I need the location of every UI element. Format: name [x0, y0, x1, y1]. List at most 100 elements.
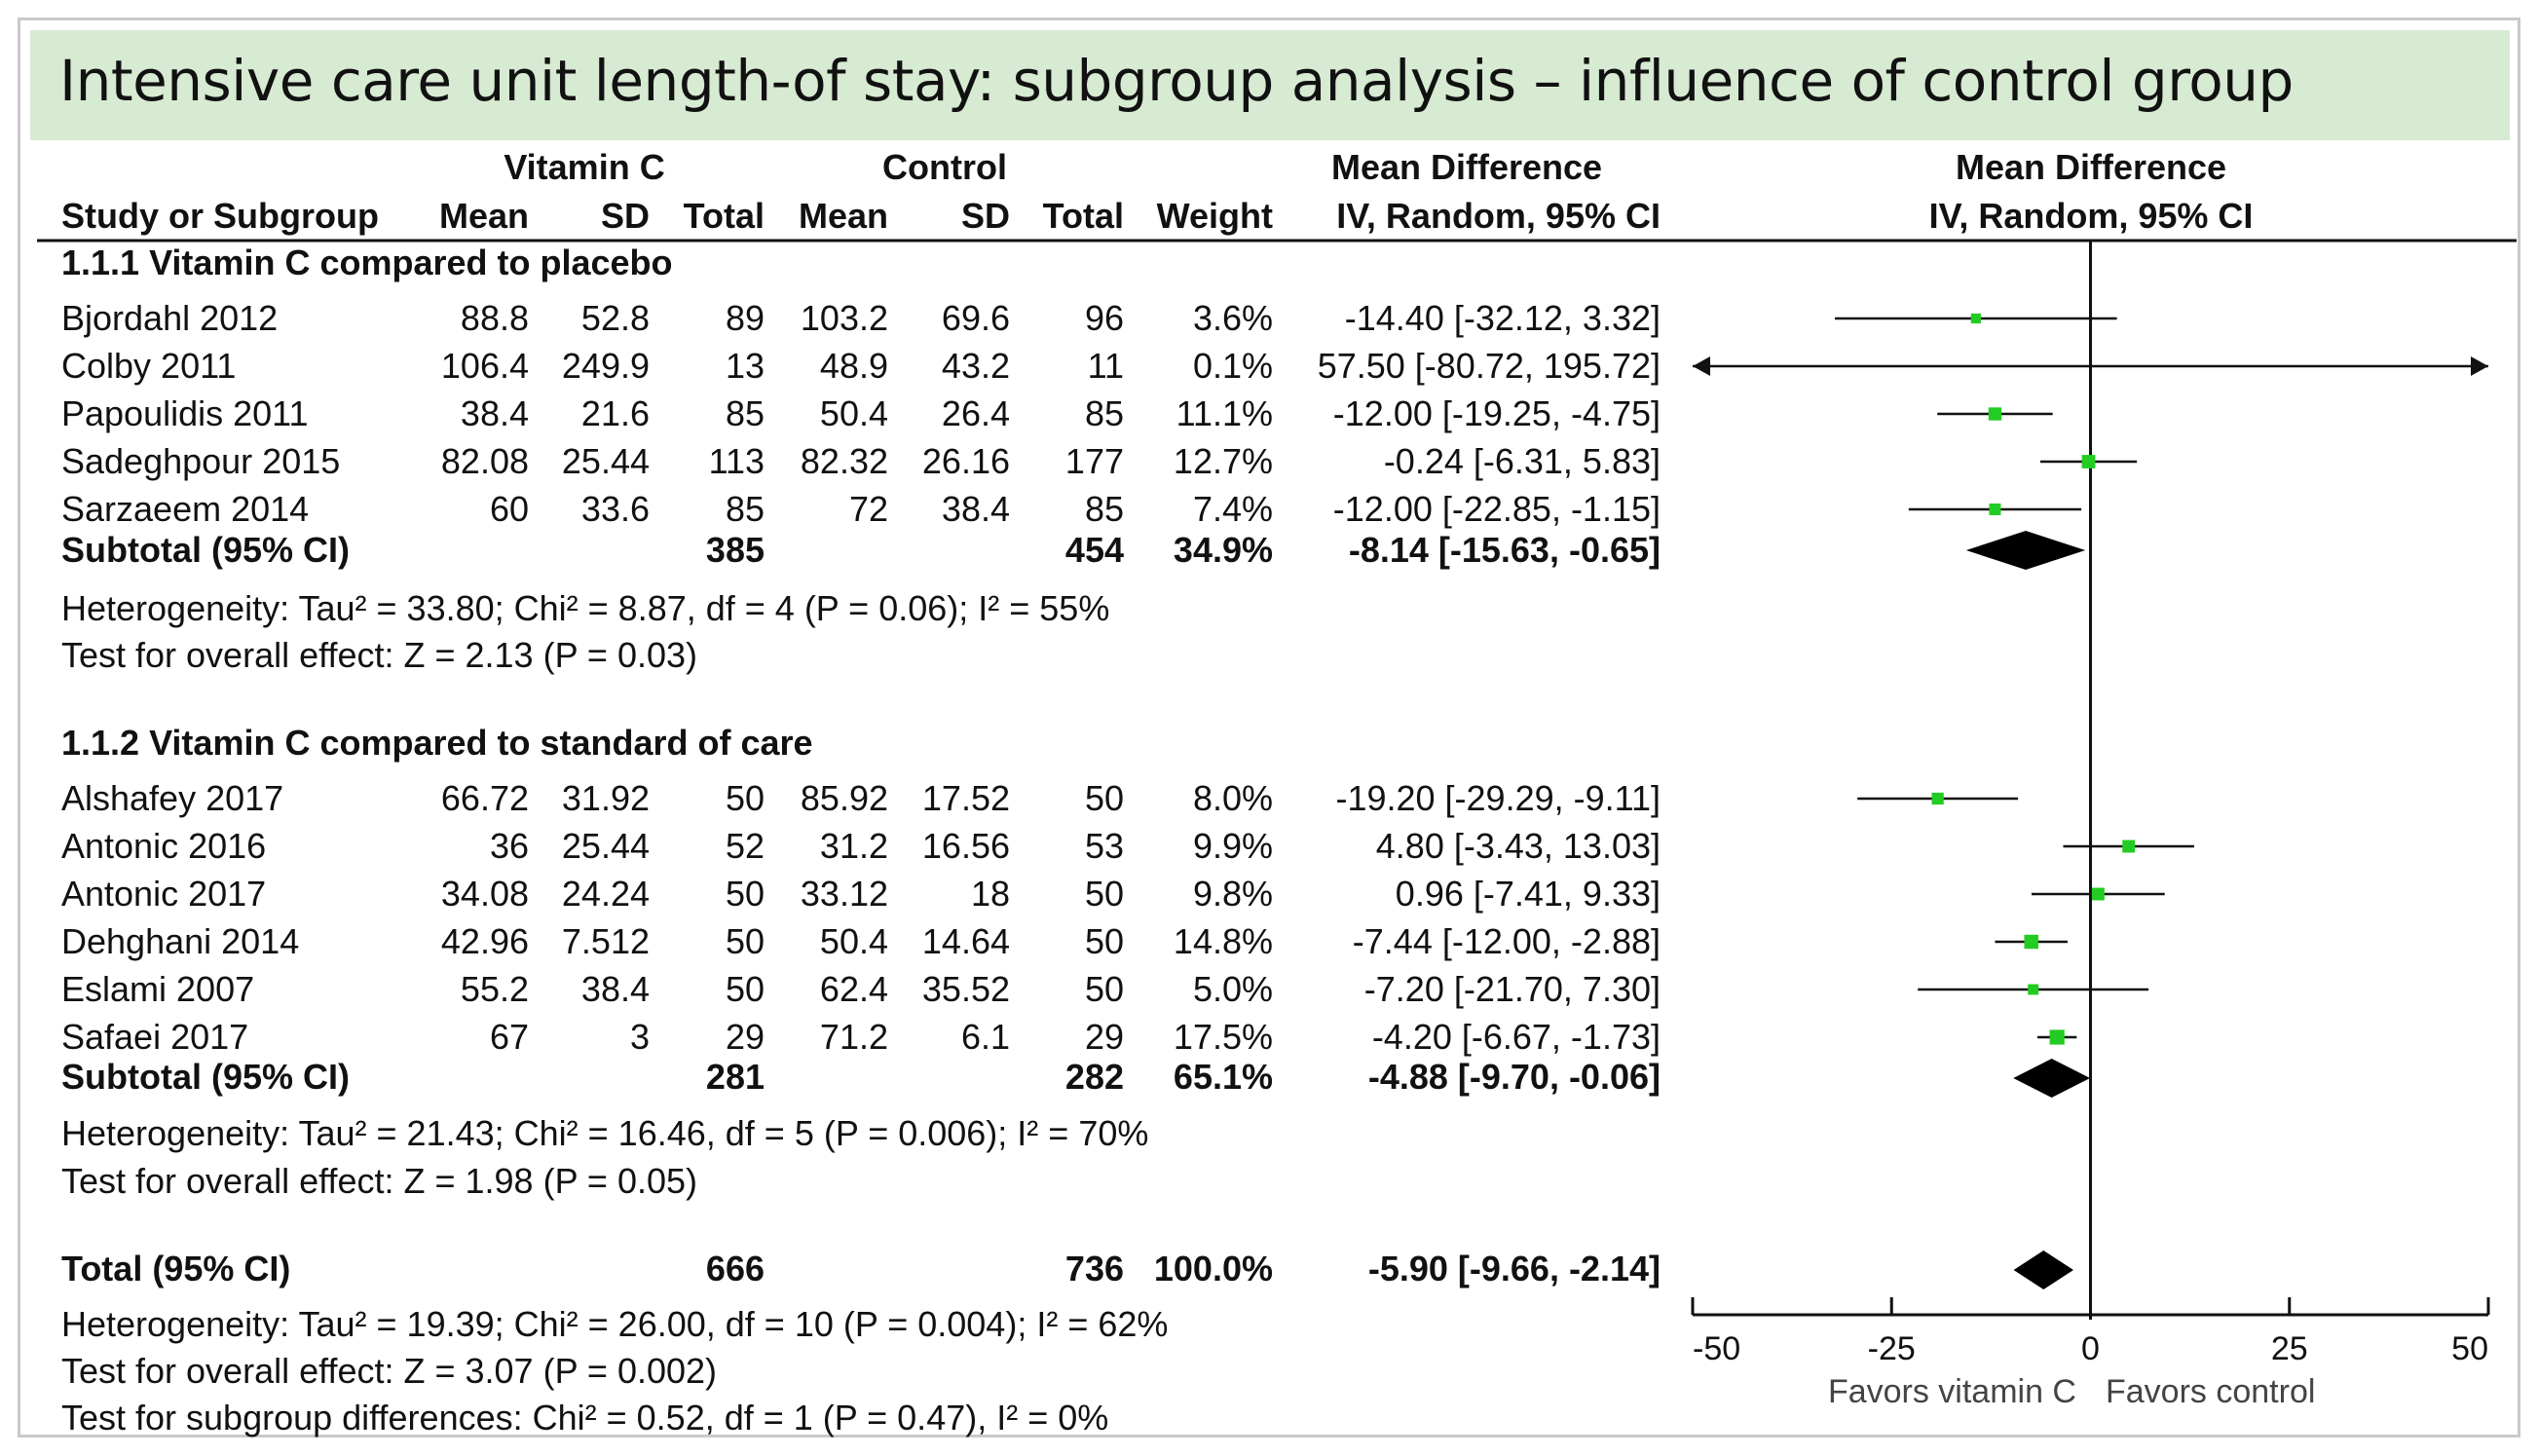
cell-total-control: 29	[1085, 1017, 1124, 1057]
cell-weight: 0.1%	[1193, 346, 1273, 386]
cell-mean-vitc: 66.72	[441, 778, 529, 818]
point-marker	[2028, 984, 2039, 995]
slide-frame	[18, 18, 2520, 1437]
x-tick-label: 50	[2451, 1330, 2488, 1367]
study-name: Sarzaeem 2014	[61, 489, 309, 529]
cell-weight: 7.4%	[1193, 489, 1273, 529]
study-name: Safaei 2017	[61, 1017, 248, 1057]
cell-mean-vitc: 38.4	[461, 393, 529, 433]
header-mean-vitc: Mean	[439, 196, 529, 236]
cell-mean-vitc: 42.96	[441, 921, 529, 961]
forest-chart: -50 -25 0 25 50 Favors vitamin C Favors contro…	[1691, 242, 2490, 1410]
total-weight: 100.0%	[1154, 1249, 1273, 1288]
cell-total-vitc: 85	[726, 489, 765, 529]
cell-sd-control: 16.56	[922, 826, 1010, 866]
favors-right-label: Favors control	[2106, 1373, 2315, 1410]
x-tick-label: -25	[1868, 1330, 1916, 1367]
cell-sd-control: 14.64	[922, 921, 1010, 961]
cell-total-vitc: 85	[726, 393, 765, 433]
cell-total-control: 85	[1085, 393, 1124, 433]
point-marker	[2122, 840, 2136, 853]
cell-mean-control: 62.4	[820, 969, 888, 1009]
point-marker	[2049, 1029, 2065, 1045]
x-tick-label: 0	[2081, 1330, 2100, 1367]
total-ci: -5.90 [-9.66, -2.14]	[1368, 1249, 1661, 1288]
study-name: Dehghani 2014	[61, 921, 299, 961]
pooled-diamond	[2013, 1251, 2074, 1289]
header-mean-difference: Mean Difference	[1331, 147, 1602, 187]
cell-weight: 17.5%	[1174, 1017, 1273, 1057]
header-mean-control: Mean	[799, 196, 888, 236]
cell-sd-vitc: 7.512	[562, 921, 650, 961]
point-marker	[1970, 313, 1981, 324]
cell-ci: 4.80 [-3.43, 13.03]	[1376, 826, 1661, 866]
cell-total-vitc: 50	[726, 874, 765, 914]
heterogeneity-text: Heterogeneity: Tau² = 33.80; Chi² = 8.87…	[61, 588, 1109, 628]
favors-left-label: Favors vitamin C	[1828, 1373, 2076, 1410]
cell-total-control: 96	[1085, 298, 1124, 338]
study-name: Sadeghpour 2015	[61, 441, 340, 481]
cell-sd-vitc: 31.92	[562, 778, 650, 818]
cell-weight: 5.0%	[1193, 969, 1273, 1009]
cell-ci: -4.20 [-6.67, -1.73]	[1372, 1017, 1661, 1057]
point-marker	[2091, 887, 2105, 901]
study-name: Alshafey 2017	[61, 778, 283, 818]
header-vitamin-c: Vitamin C	[504, 147, 664, 187]
cell-total-control: 11	[1088, 346, 1124, 386]
point-marker	[2024, 934, 2038, 950]
subgroup-title: 1.1.2 Vitamin C compared to standard of …	[61, 723, 813, 763]
subtotal-total-vitc: 385	[706, 530, 765, 570]
cell-mean-vitc: 88.8	[461, 298, 529, 338]
subtotal-label: Subtotal (95% CI)	[61, 530, 350, 570]
cell-total-control: 50	[1085, 874, 1124, 914]
cell-sd-control: 26.16	[922, 441, 1010, 481]
cell-weight: 11.1%	[1176, 393, 1273, 433]
cell-mean-vitc: 36	[490, 826, 529, 866]
subtotal-weight: 34.9%	[1174, 530, 1273, 570]
cell-ci: -14.40 [-32.12, 3.32]	[1345, 298, 1661, 338]
cell-total-vitc: 13	[726, 346, 765, 386]
cell-total-vitc: 89	[726, 298, 765, 338]
cell-sd-control: 18	[971, 874, 1010, 914]
x-tick-label: -50	[1693, 1330, 1740, 1367]
header-total-vitc: Total	[684, 196, 765, 236]
header-sd-vitc: SD	[601, 196, 650, 236]
cell-sd-control: 17.52	[922, 778, 1010, 818]
cell-sd-vitc: 25.44	[562, 441, 650, 481]
cell-mean-control: 31.2	[820, 826, 888, 866]
cell-mean-vitc: 106.4	[441, 346, 529, 386]
cell-ci: -7.44 [-12.00, -2.88]	[1353, 921, 1661, 961]
cell-sd-control: 43.2	[942, 346, 1010, 386]
subtotal-ci: -4.88 [-9.70, -0.06]	[1368, 1057, 1661, 1097]
study-name: Colby 2011	[61, 346, 236, 386]
cell-sd-vitc: 52.8	[581, 298, 650, 338]
cell-mean-control: 85.92	[801, 778, 888, 818]
cell-ci: -12.00 [-19.25, -4.75]	[1333, 393, 1661, 433]
cell-total-control: 53	[1085, 826, 1124, 866]
point-marker	[1988, 407, 2002, 421]
pooled-diamond	[2013, 1059, 2091, 1098]
x-tick-label: 25	[2271, 1330, 2308, 1367]
data-table: Vitamin C Control Mean Difference Mean Diff…	[37, 147, 2517, 1437]
cell-total-vitc: 52	[726, 826, 765, 866]
study-name: Bjordahl 2012	[61, 298, 278, 338]
cell-sd-vitc: 24.24	[562, 874, 650, 914]
overall-effect-text: Test for overall effect: Z = 1.98 (P = 0…	[61, 1161, 697, 1201]
cell-mean-control: 71.2	[820, 1017, 888, 1057]
heterogeneity-text: Heterogeneity: Tau² = 21.43; Chi² = 16.4…	[61, 1113, 1148, 1153]
cell-ci: -19.20 [-29.29, -9.11]	[1335, 778, 1661, 818]
cell-sd-control: 35.52	[922, 969, 1010, 1009]
subtotal-total-control: 454	[1065, 530, 1124, 570]
cell-mean-control: 103.2	[801, 298, 888, 338]
cell-weight: 8.0%	[1193, 778, 1273, 818]
cell-mean-vitc: 60	[490, 489, 529, 529]
cell-weight: 9.9%	[1193, 826, 1273, 866]
cell-sd-vitc: 3	[630, 1017, 650, 1057]
cell-ci: -12.00 [-22.85, -1.15]	[1333, 489, 1661, 529]
cell-weight: 3.6%	[1193, 298, 1273, 338]
cell-total-control: 85	[1085, 489, 1124, 529]
study-name: Antonic 2017	[61, 874, 266, 914]
cell-mean-control: 48.9	[820, 346, 888, 386]
header-plot-mean-difference: Mean Difference	[1956, 147, 2226, 187]
